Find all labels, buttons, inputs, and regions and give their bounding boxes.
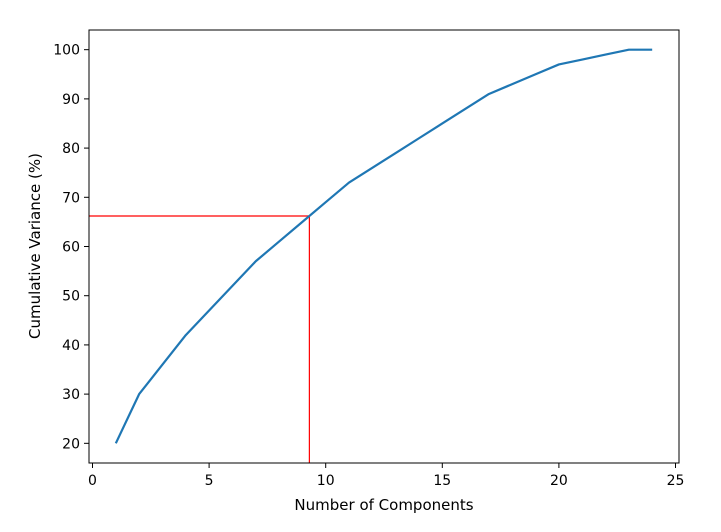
x-tick-label: 20 [550,473,568,489]
plot-area [89,48,653,463]
y-tick-label: 40 [62,338,80,354]
series-line [114,48,653,444]
x-tick-label: 5 [205,473,214,489]
x-tick-label: 15 [433,473,451,489]
x-tick-label: 25 [667,473,685,489]
y-tick-label: 80 [62,141,80,157]
x-axis-ticks: 0 5 10 15 20 25 [88,463,684,489]
plot-frame [88,29,680,464]
y-tick-label: 70 [62,190,80,206]
y-tick-label: 30 [62,387,80,403]
y-axis-label: Cumulative Variance (%) [26,153,44,339]
y-tick-label: 60 [62,240,80,256]
x-axis-label: Number of Components [294,496,473,514]
y-tick-label: 50 [62,289,80,305]
y-tick-label: 90 [62,92,80,108]
x-tick-label: 0 [88,473,97,489]
x-tick-label: 10 [317,473,335,489]
y-tick-label: 100 [53,43,80,59]
y-axis-ticks: 20 30 40 50 60 70 80 90 100 [53,43,89,452]
y-tick-label: 20 [62,436,80,452]
